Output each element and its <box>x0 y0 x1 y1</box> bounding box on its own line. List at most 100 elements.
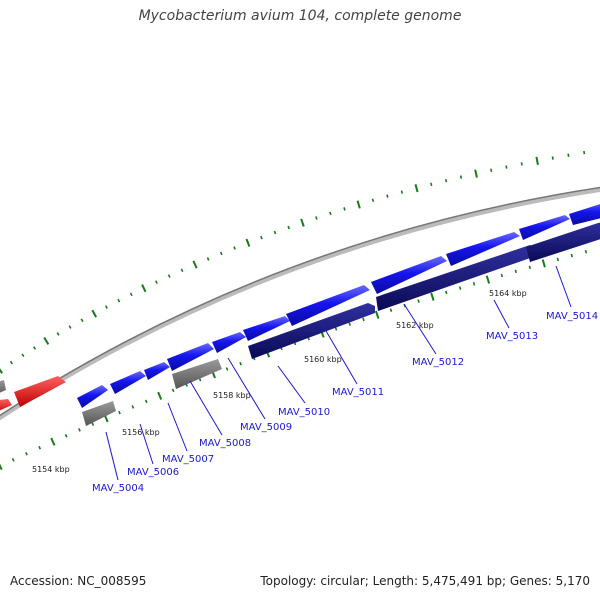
gene-label: MAV_5013 <box>486 331 538 342</box>
scale-tick <box>514 269 518 274</box>
scale-tick <box>155 280 158 284</box>
scale-tick <box>167 274 171 278</box>
scale-tick <box>118 410 121 415</box>
scale-tick <box>80 318 84 323</box>
scale-tick <box>245 238 251 247</box>
scale-tick <box>528 265 532 270</box>
cds-feature <box>376 245 536 311</box>
scale-tick <box>417 299 420 303</box>
scale-tick <box>25 451 28 456</box>
leader-line <box>321 323 358 385</box>
scale-tick <box>348 322 351 326</box>
scale-tick <box>474 169 478 178</box>
cds-feature <box>110 371 146 394</box>
leader-line <box>227 357 266 420</box>
scale-tick <box>192 260 198 269</box>
scale-tick <box>0 463 3 471</box>
scale-label: 5154 kbp <box>32 465 70 474</box>
other-features <box>82 359 222 426</box>
gene-label: MAV_5012 <box>412 357 464 368</box>
scale-tick <box>78 428 81 432</box>
reverse-cds-track <box>248 222 600 359</box>
other-feature <box>0 380 6 393</box>
leader-line <box>189 380 223 436</box>
cds-feature <box>526 222 600 262</box>
scale-tick <box>362 317 365 322</box>
cds-feature <box>144 362 170 380</box>
gene-label: MAV_5010 <box>278 407 330 418</box>
scale-tick <box>300 218 305 227</box>
scale-tick <box>287 225 290 230</box>
inner-tick-ring <box>0 250 588 471</box>
scale-tick <box>219 251 223 256</box>
scale-tick <box>64 434 68 438</box>
scale-tick <box>472 282 476 286</box>
genome-backbone <box>0 187 600 421</box>
scale-label: 5164 kbp <box>489 289 527 298</box>
scale-tick <box>117 298 121 303</box>
scale-tick <box>458 286 462 290</box>
scale-tick <box>386 194 389 198</box>
gene-label: MAV_5009 <box>240 422 292 433</box>
scale-tick <box>584 250 588 254</box>
cds-feature <box>77 385 108 408</box>
gene-labels: MAV_5004 MAV_5006 MAV_5007 MAV_5008 MAV_… <box>92 311 598 494</box>
scale-tick <box>157 391 163 400</box>
scale-tick <box>0 368 4 374</box>
gene-label: MAV_5006 <box>127 467 179 478</box>
leader-line <box>555 265 572 308</box>
scale-tick <box>500 273 504 278</box>
cds-feature <box>286 285 370 326</box>
scale-tick <box>315 216 318 220</box>
scale-label: 5158 kbp <box>213 391 251 400</box>
scale-tick <box>430 182 433 187</box>
scale-tick <box>239 361 242 366</box>
scale-tick <box>225 367 229 371</box>
scale-tick <box>131 405 135 409</box>
genome-backbone-edge <box>0 186 600 417</box>
scale-tick <box>343 207 346 211</box>
cds-feature <box>212 332 246 353</box>
scale-tick <box>43 336 50 345</box>
scale-tick <box>505 165 508 169</box>
scale-tick <box>583 150 586 155</box>
gene-label: MAV_5011 <box>332 387 384 398</box>
scale-tick <box>400 190 404 194</box>
leader-line <box>403 303 437 355</box>
leader-line <box>105 431 119 481</box>
gene-leader-lines <box>105 265 572 481</box>
scale-tick <box>334 327 338 331</box>
scale-tick <box>374 310 380 319</box>
scale-tick <box>356 200 361 209</box>
scale-tick <box>260 235 263 240</box>
scale-tick <box>445 290 448 295</box>
cds-feature <box>446 232 520 266</box>
gene-label: MAV_5014 <box>546 311 598 322</box>
gene-label: MAV_5008 <box>199 438 251 449</box>
scale-label: 5156 kbp <box>122 428 160 437</box>
cds-feature <box>519 215 570 240</box>
rna-features <box>0 376 66 411</box>
forward-cds-track <box>77 204 600 408</box>
scale-tick <box>459 175 463 179</box>
rna-feature <box>14 376 66 407</box>
scale-tick <box>11 458 15 462</box>
cds-feature <box>243 316 290 341</box>
scale-label: 5162 kbp <box>396 321 434 330</box>
cds-feature <box>167 343 214 371</box>
scale-tick <box>444 178 448 183</box>
scale-tick <box>68 325 72 329</box>
scale-tick <box>389 308 393 312</box>
scale-tick <box>33 346 37 350</box>
scale-tick <box>520 162 523 166</box>
scale-tick <box>141 284 147 293</box>
leader-line <box>167 402 188 452</box>
leader-line <box>277 365 306 404</box>
scale-tick <box>105 305 108 309</box>
scale-tick <box>129 292 133 297</box>
rna-feature <box>0 399 12 411</box>
scale-tick <box>21 353 25 358</box>
scale-tick <box>535 156 539 166</box>
scale-label: 5160 kbp <box>304 355 342 364</box>
